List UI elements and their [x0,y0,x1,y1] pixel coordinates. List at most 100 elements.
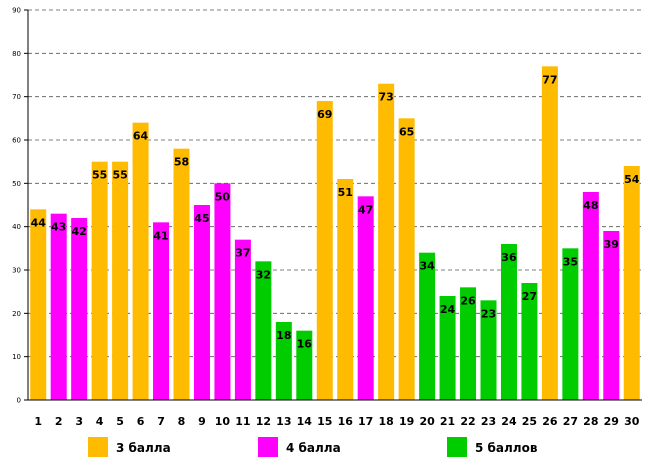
y-tick-label: 50 [12,180,21,188]
legend: 3 балла 4 балла 5 баллов [88,437,538,457]
data-label-24: 36 [501,251,517,264]
x-tick-label: 7 [157,415,165,428]
bar-18 [378,83,395,401]
legend-swatch-5 [447,437,467,457]
bar-19 [398,118,415,400]
bar-11 [234,239,251,400]
x-tick-label: 2 [55,415,63,428]
bar-16 [337,179,354,400]
legend-label-5: 5 баллов [475,441,538,455]
data-label-26: 77 [542,73,557,86]
bar-5 [112,161,129,400]
x-tick-label: 10 [215,415,231,428]
data-label-1: 44 [31,216,47,229]
x-tick-label: 21 [440,415,455,428]
data-label-5: 55 [112,169,127,182]
data-label-14: 16 [297,338,313,351]
x-tick-label: 27 [563,415,578,428]
x-tick-label: 9 [198,415,206,428]
bar-3 [71,218,88,400]
x-tick-label: 6 [137,415,145,428]
bar-29 [603,231,620,400]
bar-20 [419,252,436,400]
y-tick-label: 0 [17,397,21,405]
data-label-28: 48 [583,199,598,212]
x-axis: 1 2 3 4 5 6 7 8 9 10 11 12 13 14 15 16 17 18 19 20 21 22 23 24 2… [28,399,642,428]
y-tick-label: 20 [12,310,21,318]
x-tick-label: 12 [256,415,271,428]
bar-28 [582,192,599,400]
data-label-12: 32 [256,268,271,281]
data-label-7: 41 [153,229,168,242]
legend-swatch-4 [258,437,278,457]
data-label-3: 42 [72,225,87,238]
x-tick-label: 23 [481,415,496,428]
data-label-17: 47 [358,203,373,216]
data-label-8: 58 [174,156,189,169]
bar-9 [193,205,210,400]
legend-label-4: 4 балла [286,441,341,455]
bar-7 [153,222,170,400]
gridlines [28,9,642,358]
y-tick-label: 70 [12,93,21,101]
y-axis: 0 10 20 30 40 50 60 70 80 90 [12,7,29,405]
x-tick-label: 5 [116,415,124,428]
x-tick-label: 3 [75,415,83,428]
bar-12 [255,261,272,400]
bar-24 [500,244,517,400]
x-tick-label: 20 [419,415,435,428]
bar-22 [460,287,477,400]
bar-30 [623,166,640,400]
data-label-13: 18 [276,329,291,342]
legend-swatch-3 [88,437,108,457]
x-tick-label: 19 [399,415,414,428]
x-tick-label: 30 [624,415,640,428]
x-tick-label: 26 [542,415,558,428]
y-tick-label: 90 [12,7,21,15]
x-tick-label: 14 [297,415,313,428]
data-label-16: 51 [338,186,353,199]
data-label-15: 69 [317,108,332,121]
x-tick-label: 22 [460,415,475,428]
data-label-19: 65 [399,125,414,138]
x-tick-label: 1 [34,415,42,428]
y-tick-label: 80 [12,50,21,58]
bar-13 [275,322,292,400]
bars [30,66,640,401]
data-label-11: 37 [235,247,250,260]
x-tick-label: 18 [379,415,394,428]
bar-4 [91,161,108,400]
data-label-30: 54 [624,173,640,186]
x-tick-label: 28 [583,415,598,428]
bar-26 [541,66,558,400]
x-tick-label: 15 [317,415,332,428]
y-tick-label: 10 [12,353,21,361]
x-tick-label: 8 [178,415,186,428]
x-tick-label: 4 [96,415,104,428]
data-label-22: 26 [460,294,476,307]
legend-label-3: 3 балла [116,441,171,455]
x-tick-label: 13 [276,415,291,428]
x-tick-label: 11 [235,415,250,428]
bar-10 [214,183,231,400]
data-label-10: 50 [215,190,231,203]
data-label-6: 64 [133,130,149,143]
y-tick-label: 60 [12,137,21,145]
bar-23 [480,300,497,400]
x-tick-label: 29 [604,415,619,428]
x-tick-label: 17 [358,415,373,428]
bar-21 [439,296,456,400]
bar-6 [132,122,149,401]
data-label-4: 55 [92,169,107,182]
x-tick-label: 25 [522,415,537,428]
bar-1 [30,209,47,400]
data-label-23: 23 [481,307,496,320]
x-tick-label: 16 [338,415,354,428]
bar-17 [357,196,374,400]
bar-25 [521,283,538,400]
bar-14 [296,330,313,400]
data-label-20: 34 [419,260,435,273]
y-tick-label: 30 [12,267,21,275]
data-label-27: 35 [563,255,578,268]
